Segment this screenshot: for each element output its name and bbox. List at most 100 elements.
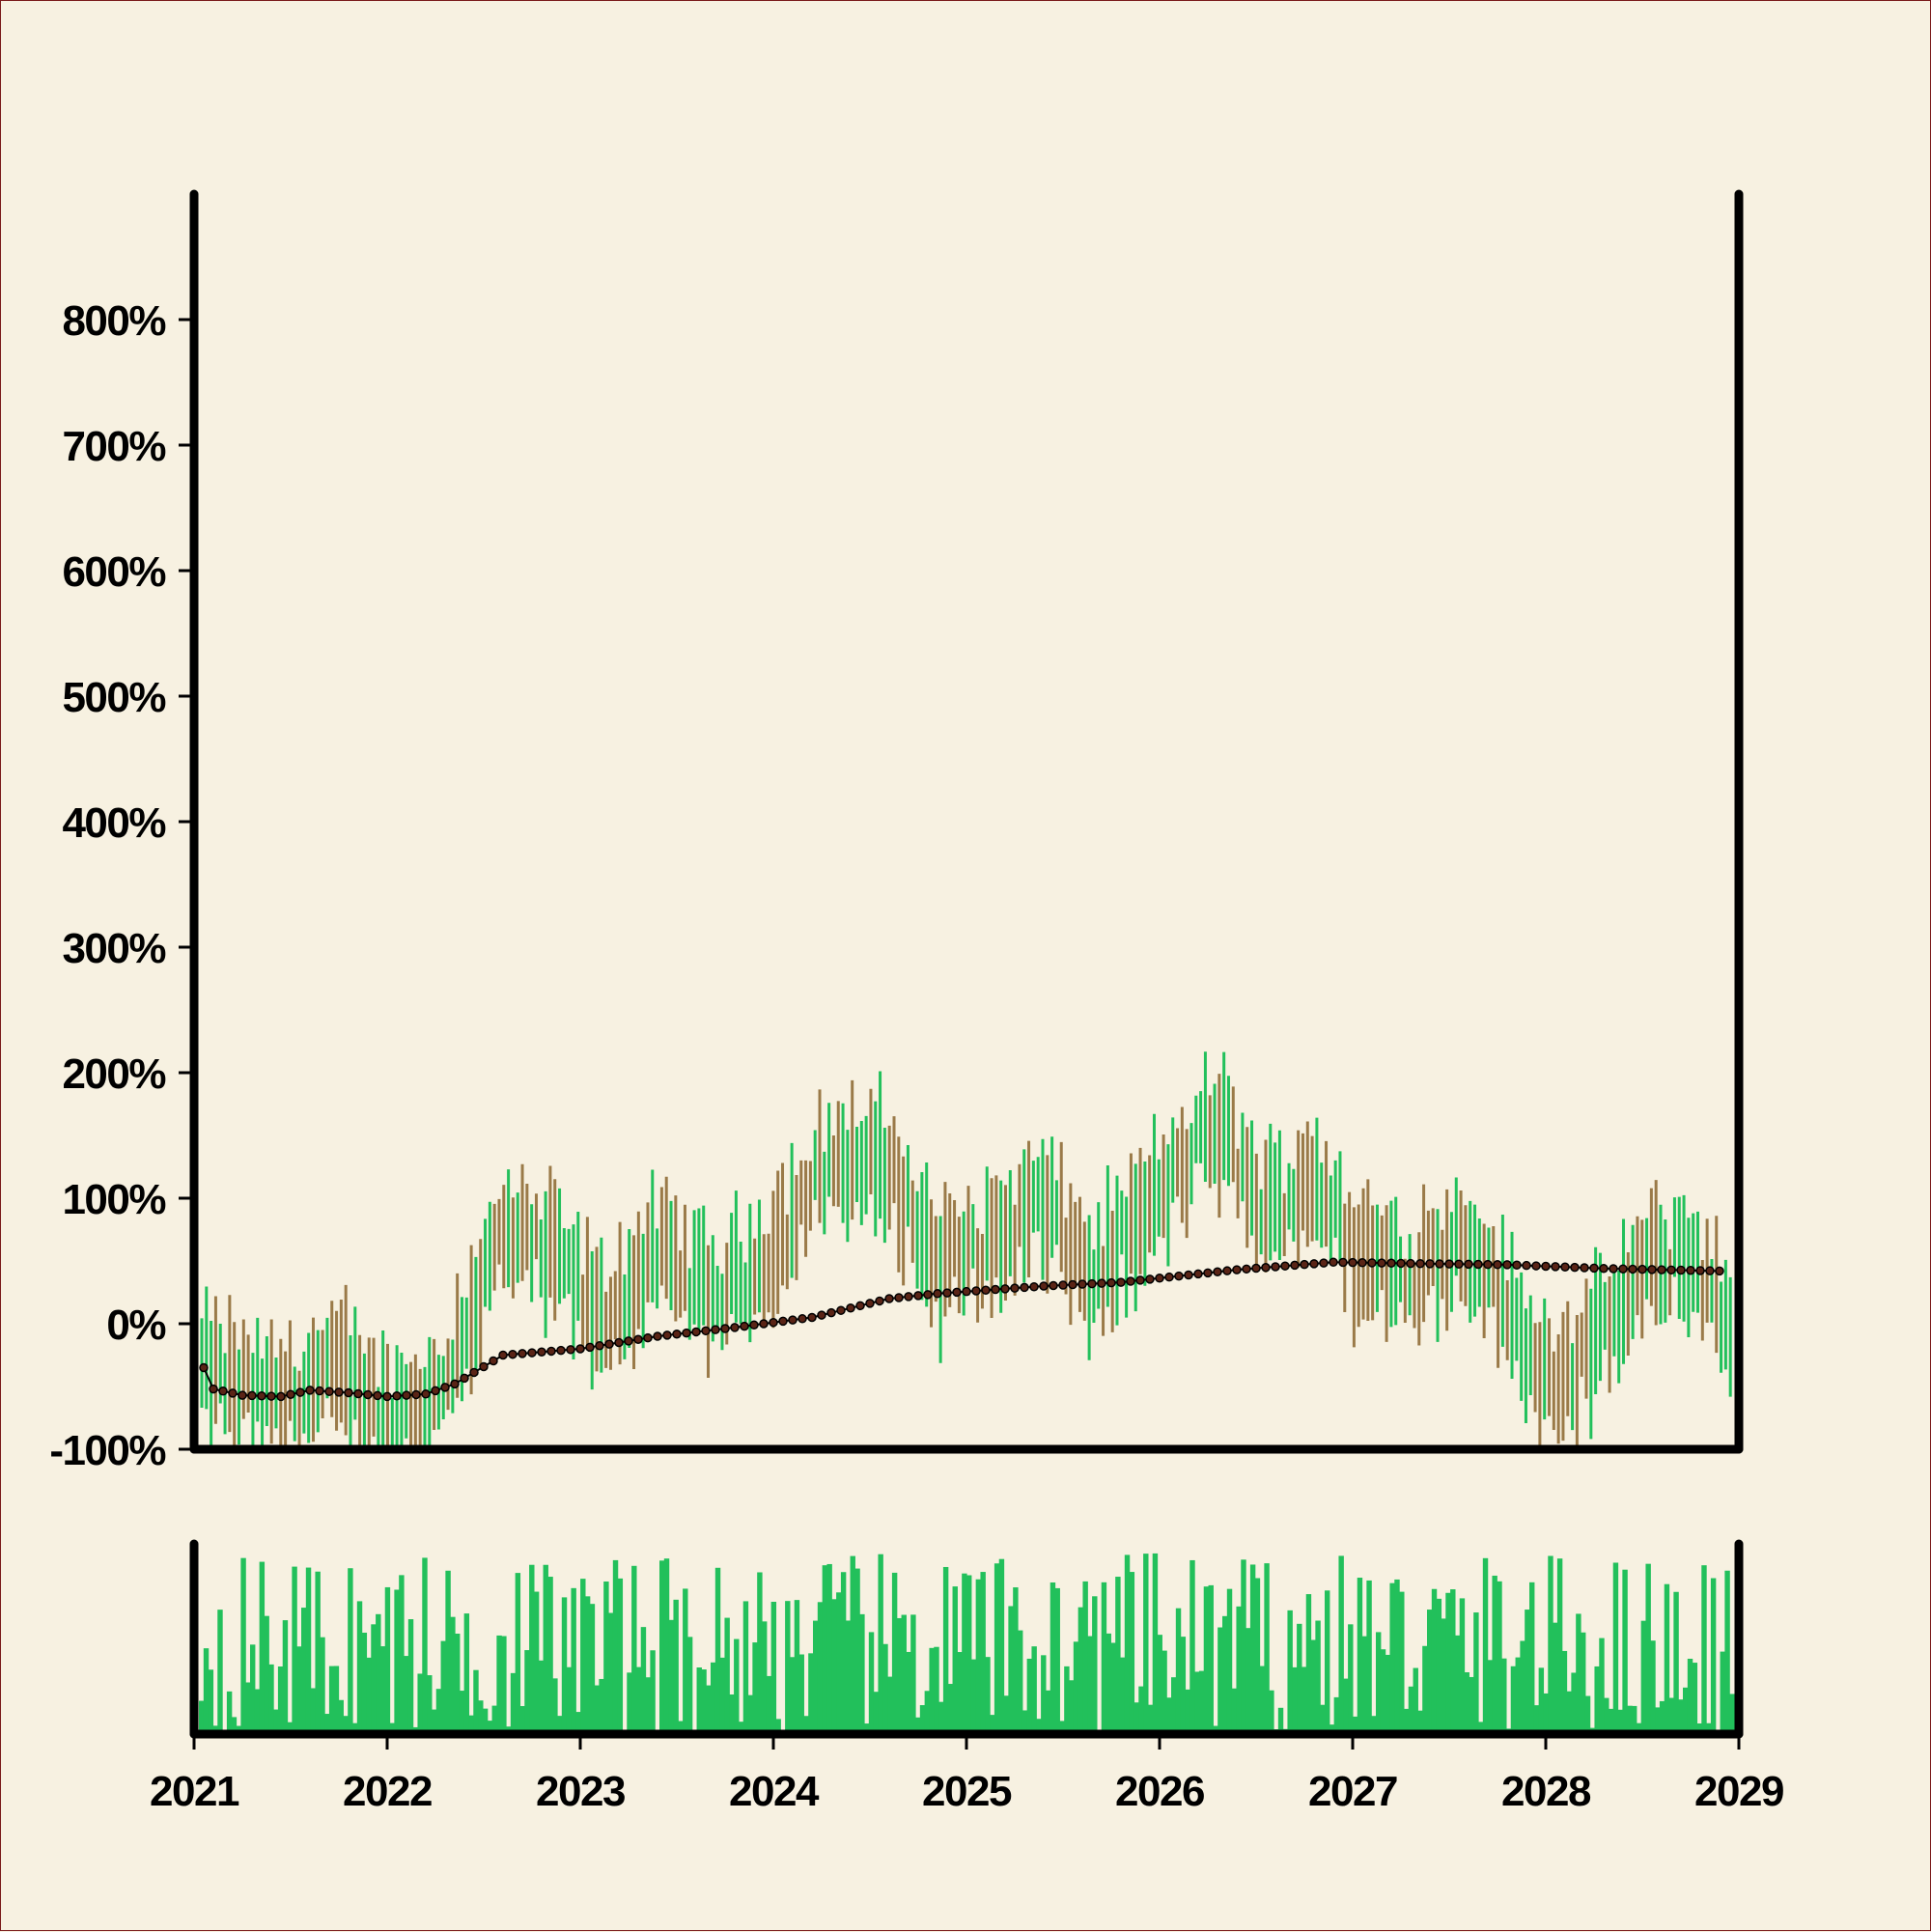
moving-average-point xyxy=(393,1392,401,1400)
volume-bar xyxy=(1450,1589,1455,1734)
moving-average-point xyxy=(827,1309,835,1317)
volume-bar xyxy=(562,1597,567,1734)
volume-bar xyxy=(1189,1560,1194,1734)
volume-bar xyxy=(953,1586,958,1734)
volume-bar xyxy=(376,1614,380,1734)
volume-bar xyxy=(1441,1618,1445,1734)
volume-bar xyxy=(1516,1658,1521,1734)
moving-average-point xyxy=(615,1339,623,1347)
moving-average-point xyxy=(1532,1262,1540,1270)
volume-bar xyxy=(1133,1702,1138,1734)
x-tick-label: 2024 xyxy=(729,1768,820,1815)
volume-bar xyxy=(795,1600,799,1734)
volume-bar xyxy=(683,1588,687,1734)
volume-bar xyxy=(595,1686,600,1734)
y-tick-label: 200% xyxy=(62,1050,165,1098)
volume-bar xyxy=(618,1579,623,1734)
moving-average-point xyxy=(1185,1272,1192,1279)
volume-bar xyxy=(1120,1658,1125,1734)
volume-bar xyxy=(608,1613,613,1734)
volume-bar xyxy=(511,1673,516,1734)
volume-bar xyxy=(464,1613,469,1734)
volume-bar xyxy=(1255,1579,1260,1734)
volume-bar xyxy=(427,1675,432,1734)
volume-bar xyxy=(1125,1554,1130,1734)
x-tick-label: 2028 xyxy=(1501,1768,1591,1815)
volume-bar xyxy=(878,1554,882,1734)
moving-average-point xyxy=(982,1286,990,1294)
volume-bar xyxy=(1320,1705,1325,1734)
moving-average-point xyxy=(528,1349,536,1357)
x-tick-label: 2026 xyxy=(1115,1768,1204,1815)
volume-bar xyxy=(902,1615,907,1734)
moving-average-point xyxy=(992,1286,999,1294)
volume-bar xyxy=(734,1639,739,1734)
moving-average-point xyxy=(1040,1282,1048,1290)
volume-bar xyxy=(1148,1705,1153,1734)
volume-bar xyxy=(1171,1677,1176,1734)
y-tick-label: 500% xyxy=(62,674,165,721)
volume-bar xyxy=(1381,1649,1385,1734)
volume-bar xyxy=(348,1568,352,1734)
volume-bar xyxy=(711,1663,715,1734)
volume-bar xyxy=(1357,1578,1362,1734)
volume-bar xyxy=(1581,1633,1585,1734)
volume-bar xyxy=(1082,1582,1087,1734)
volume-bar xyxy=(1669,1698,1674,1734)
y-tick-label: -100% xyxy=(49,1427,165,1474)
volume-bar xyxy=(1366,1581,1371,1734)
volume-bar xyxy=(934,1647,938,1734)
volume-bar xyxy=(501,1637,506,1734)
moving-average-point xyxy=(866,1300,874,1307)
moving-average-point xyxy=(567,1346,574,1354)
volume-bar xyxy=(1385,1655,1390,1734)
y-tick-label: 700% xyxy=(62,423,165,470)
moving-average-point xyxy=(1455,1260,1463,1268)
x-tick-label: 2025 xyxy=(922,1768,1012,1815)
volume-bar xyxy=(1055,1588,1060,1734)
moving-average-point xyxy=(808,1314,816,1322)
volume-bar xyxy=(943,1567,948,1734)
volume-bar xyxy=(362,1633,367,1734)
volume-bar xyxy=(906,1652,910,1734)
moving-average-point xyxy=(1310,1260,1318,1268)
volume-bar xyxy=(552,1678,557,1734)
moving-average-point xyxy=(798,1315,806,1323)
volume-bar xyxy=(887,1677,892,1734)
volume-bar xyxy=(1376,1632,1381,1734)
y-tick-label: 400% xyxy=(62,799,165,847)
volume-bar xyxy=(1543,1694,1548,1734)
moving-average-point xyxy=(596,1342,603,1350)
volume-bar xyxy=(957,1652,962,1734)
volume-bar xyxy=(1604,1698,1609,1734)
volume-bar xyxy=(385,1587,390,1734)
moving-average-point xyxy=(663,1331,671,1339)
moving-average-point xyxy=(1098,1279,1105,1287)
volume-bar xyxy=(1004,1695,1009,1734)
volume-bar xyxy=(1236,1607,1241,1734)
volume-bar xyxy=(544,1565,548,1734)
volume-bar xyxy=(971,1660,976,1734)
volume-bar xyxy=(1594,1666,1599,1734)
volume-bar xyxy=(1348,1624,1353,1734)
moving-average-point xyxy=(1320,1259,1328,1267)
moving-average-point xyxy=(770,1319,777,1327)
volume-bar xyxy=(1576,1613,1581,1734)
volume-bar xyxy=(869,1632,874,1734)
moving-average-point xyxy=(229,1389,237,1397)
volume-bar xyxy=(1492,1576,1497,1734)
volume-bar xyxy=(1721,1652,1725,1734)
moving-average-point xyxy=(856,1302,864,1309)
volume-bar xyxy=(436,1689,441,1734)
volume-bar xyxy=(1018,1631,1022,1734)
volume-bar xyxy=(1497,1582,1501,1734)
moving-average-point xyxy=(924,1291,932,1299)
volume-bar xyxy=(836,1592,841,1734)
volume-bar xyxy=(1209,1585,1214,1734)
moving-average-point xyxy=(1252,1265,1260,1273)
volume-bar xyxy=(1465,1672,1469,1734)
moving-average-point xyxy=(683,1330,690,1337)
moving-average-point xyxy=(1426,1260,1434,1268)
moving-average-point xyxy=(248,1391,256,1399)
volume-bar xyxy=(874,1692,879,1734)
